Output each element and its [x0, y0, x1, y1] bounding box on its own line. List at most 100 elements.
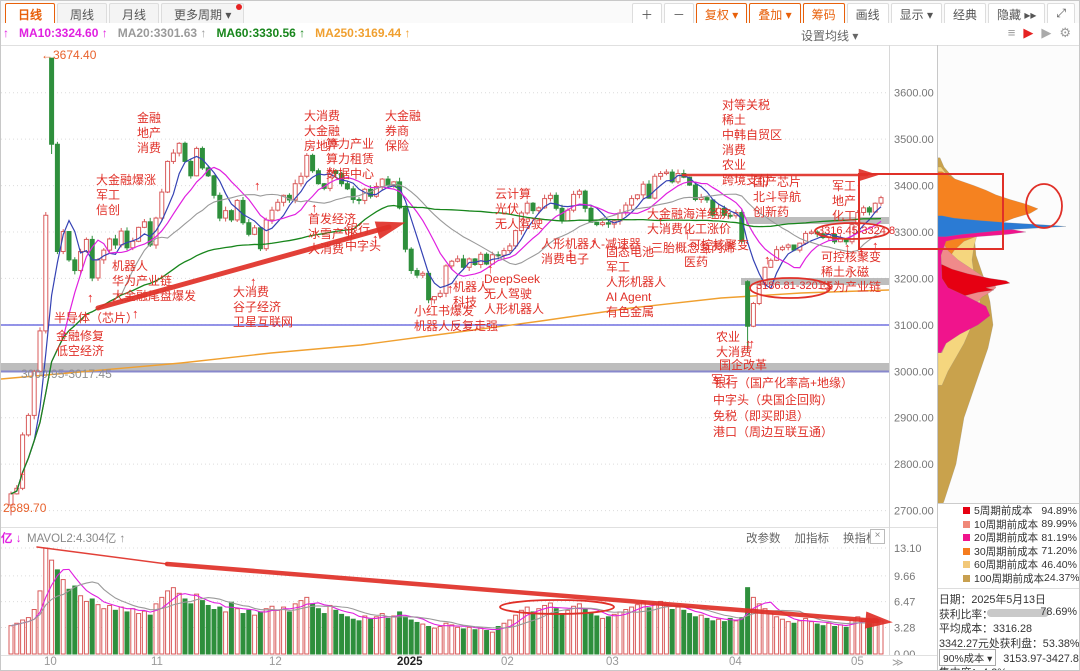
legend-row: 30周期前成本 71.20%: [937, 545, 1079, 559]
up-arrow-marker: ↑: [428, 293, 435, 308]
volume-axis-label: 3.28: [894, 622, 915, 634]
cost-percent-dropdown[interactable]: 90%成本 ▾: [939, 649, 997, 666]
annotation-text: 银行（国产化率高+地缘）: [714, 376, 854, 390]
price-axis-label: 3300.00: [894, 227, 934, 239]
down-arrow-marker: ↓: [393, 176, 400, 191]
link-加指标[interactable]: 加指标: [794, 533, 830, 545]
avg-cost-row: 平均成本：3316.28: [939, 623, 1033, 635]
toolbar-button-⤢[interactable]: ⤢: [1047, 3, 1075, 26]
ma5-arrow-fragment: ↑: [3, 26, 9, 40]
toolbar-button-经典[interactable]: 经典: [943, 3, 986, 26]
notification-dot: [236, 4, 243, 10]
legend-swatch: [963, 507, 970, 515]
link-改参数[interactable]: 改参数: [746, 533, 781, 545]
annotation-text: 中字头: [345, 239, 382, 253]
toolbar-button-叠加 ▾[interactable]: 叠加 ▾: [749, 3, 801, 26]
toolbar-right-buttons: ＋－复权 ▾ 叠加 ▾ 筹码 画线 显示 ▾ 经典 隐藏 ▸▸ ⤢: [631, 3, 1075, 26]
cost-range-value: 3153.97-3427.88: [1003, 653, 1080, 665]
legend-row: 60周期前成本 46.40%: [937, 558, 1079, 572]
toolbar-button-显示 ▾[interactable]: 显示 ▾: [890, 3, 942, 26]
volume-axis-label: 9.66: [894, 571, 915, 583]
list-icon[interactable]: ≡: [1007, 25, 1016, 40]
annotation-text: 中字头（央国企回购）: [713, 393, 834, 407]
legend-label: 5周期前成本: [974, 505, 1033, 518]
legend-percent: 94.89%: [1041, 504, 1077, 517]
double-up-arrow-marker: ↑↑: [745, 336, 755, 351]
legend-row: 5周期前成本 94.89%: [937, 504, 1079, 518]
ma-values-row: ↑ MA10:3324.60 ↑ MA20:3301.63 ↑ MA60:3330.5…: [3, 26, 421, 40]
annotation-text: 机器人 科技: [453, 280, 490, 309]
axis-divider: [1, 655, 937, 656]
concentration-row: 集中度：4.2%: [939, 664, 1079, 671]
annotation-text: 免税（即买即退）: [713, 409, 810, 423]
profit-ratio-value: 78.69%: [1040, 605, 1077, 618]
up-arrow-marker: ↑: [447, 281, 454, 296]
up-arrow-marker: ↑: [858, 245, 865, 260]
ma-value-label: MA20:3301.63 ↑: [117, 26, 207, 40]
annotation-text: 人形机器人-减速器 消费电子: [541, 237, 641, 266]
toolbar-button-筹码[interactable]: 筹码: [802, 3, 845, 26]
up-arrow-marker: ↑: [254, 178, 261, 193]
price-axis-divider: [889, 45, 890, 655]
price-axis-label: 2800.00: [894, 459, 934, 471]
up-arrow-marker: ↑: [764, 252, 771, 267]
price-axis-label: 3000.00: [894, 366, 934, 378]
ma-value-label: MA60:3330.56 ↑: [216, 26, 306, 40]
annotation-text: 半导体（芯片）: [54, 311, 139, 325]
price-axis-label: 2900.00: [894, 413, 934, 425]
cost-range-row: 90%成本 ▾ 3153.97-3427.88: [939, 649, 1080, 666]
toolbar-button-－[interactable]: －: [663, 3, 694, 26]
legend-swatch: [963, 547, 970, 555]
annotation-text: 大消费 大金融 房地产: [304, 109, 341, 153]
gear-icon[interactable]: ⚙: [1059, 25, 1071, 40]
annotation-text: 对等关税 稀土 中韩自贸区 消费 农业 跨境支付: [722, 98, 783, 187]
ma-value-label: MA10:3324.60 ↑: [19, 26, 108, 40]
annotation-text: 云计算 光伏 无人驾驶: [495, 187, 544, 231]
chip-cost-legend: 5周期前成本 94.89% 10周期前成本 89.99% 20周期前成本 81.19% 30…: [937, 504, 1080, 586]
ma-settings-dropdown[interactable]: 设置均线 ▾: [801, 29, 859, 43]
volume-header: 亿 ↓ MAVOL2:4.304亿 ↑ 改参数 加指标 换指标 ×: [1, 528, 889, 546]
flag-gray-icon[interactable]: ▶: [1041, 25, 1052, 40]
indicator-row: ↑ MA10:3324.60 ↑ MA20:3301.63 ↑ MA60:3330.5…: [1, 23, 1079, 45]
up-arrow-marker: ↑: [19, 468, 26, 483]
up-arrow-marker: ↑: [132, 306, 139, 321]
price-axis-label: 3400.00: [894, 181, 934, 193]
price-axis-label: 3200.00: [894, 273, 934, 285]
time-axis-label: 12: [269, 656, 282, 668]
legend-row: 100周期前成本 24.37%: [937, 572, 1080, 586]
more-chevron-icon[interactable]: ≫: [892, 657, 904, 669]
time-axis-label: 05: [851, 656, 864, 668]
time-axis-label: 04: [729, 656, 742, 668]
toolbar-button-画线[interactable]: 画线: [846, 3, 889, 26]
time-axis-label: 02: [501, 656, 514, 668]
annotation-text: 三胎概念氢丙烯: [651, 241, 736, 255]
time-axis-label: 2025: [397, 656, 423, 668]
chips-panel-divider: [937, 45, 938, 670]
up-arrow-marker: ↑: [372, 231, 379, 246]
annotation-text: ←3674.40: [41, 48, 97, 62]
volume-axis-label: 13.10: [894, 543, 922, 555]
legend-percent: 24.37%: [1044, 572, 1080, 585]
price-axis-label: 3100.00: [894, 320, 934, 332]
up-arrow-marker: ↑: [590, 235, 597, 250]
flag-red-icon[interactable]: ▶: [1023, 25, 1034, 40]
annotation-text: 军工 地产 化工: [832, 179, 857, 223]
time-axis-label: 10: [44, 656, 57, 668]
up-arrow-marker: ↑: [311, 200, 318, 215]
profit-at-price-row: 3342.27元处获利盘：53.38%: [939, 637, 1080, 650]
date-row: 日期：2025年5月13日: [939, 594, 1046, 606]
annotation-text: 大金融 券商 保险: [385, 109, 422, 153]
price-axis-label: 3600.00: [894, 88, 934, 100]
ma-value-label: MA250:3169.44 ↑: [315, 26, 411, 40]
toolbar: 日线 周线 月线 更多周期 ▾ ＋－复权 ▾ 叠加 ▾ 筹码 画线 显示 ▾ 经典 隐藏 ▸▸ ⤢: [1, 1, 1079, 26]
link-换指标[interactable]: 换指标: [843, 533, 878, 545]
chip-stats-panel: 5周期前成本 94.89% 10周期前成本 89.99% 20周期前成本 81.19% 30…: [937, 503, 1080, 671]
up-arrow-marker: ↑: [872, 238, 879, 253]
volume-axis-label: 6.47: [894, 597, 915, 609]
close-indicator-icon[interactable]: ×: [870, 529, 885, 544]
annotation-text: 3316.45-3324.8: [818, 225, 896, 237]
